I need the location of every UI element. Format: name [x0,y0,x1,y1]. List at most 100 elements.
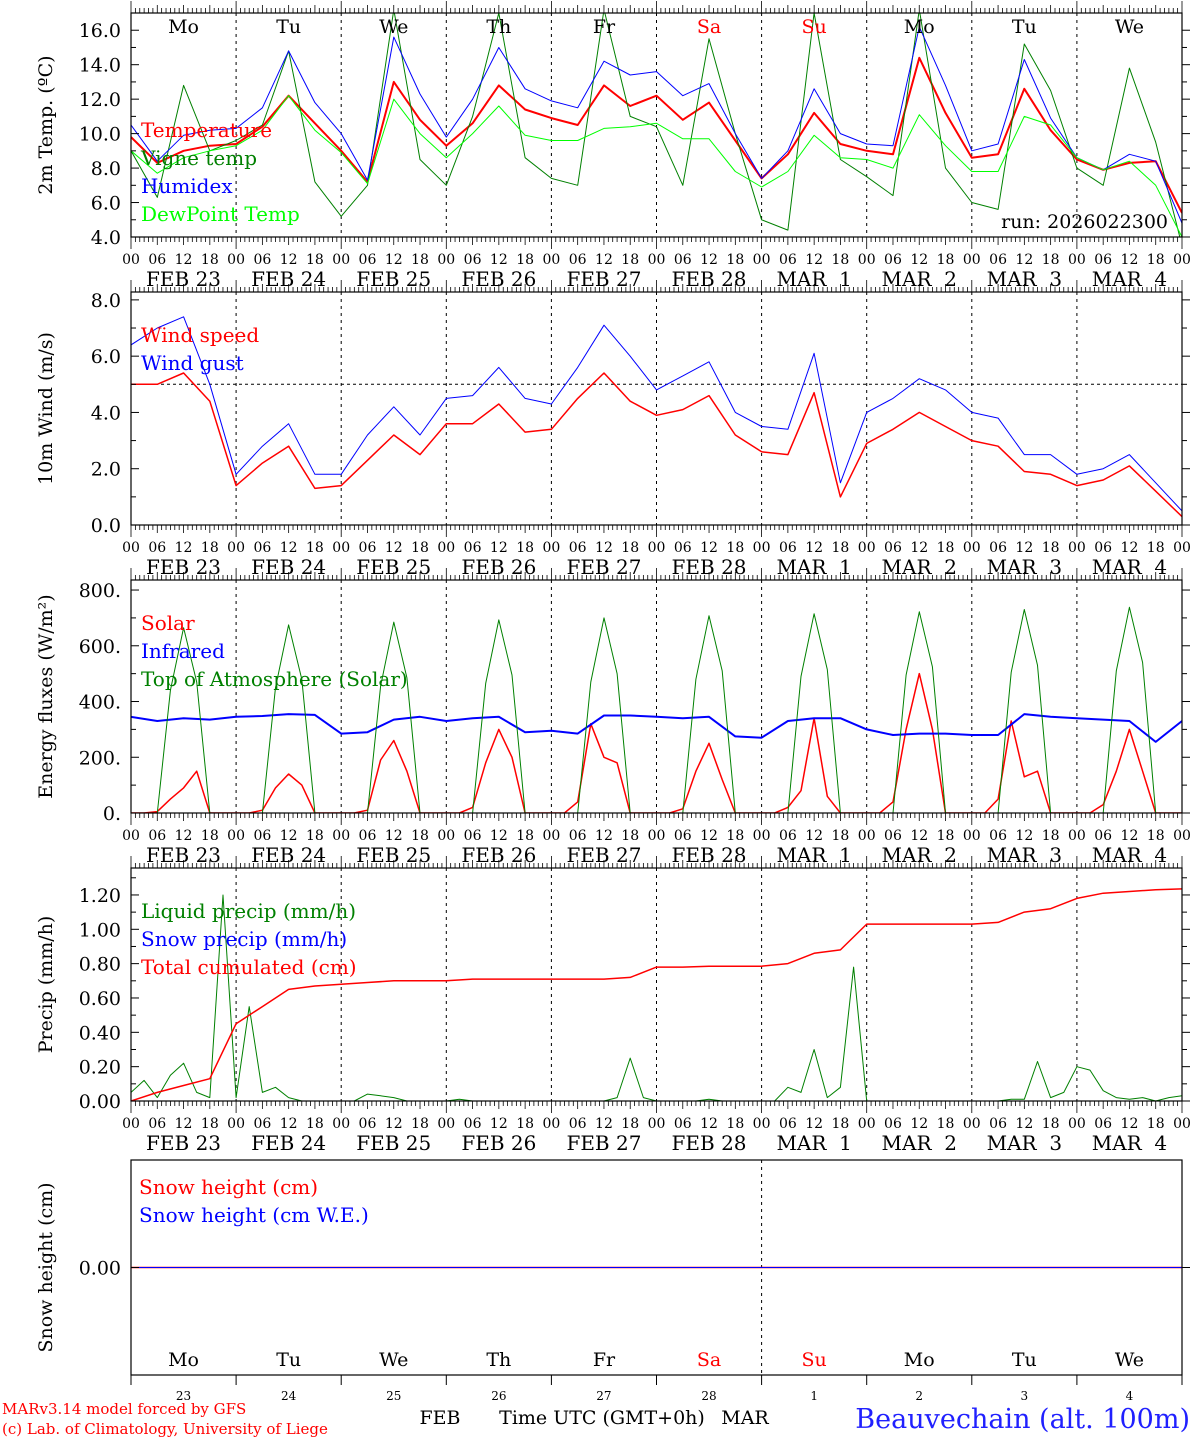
hour-label: 06 [674,540,692,556]
hour-label: 06 [779,252,797,268]
hour-label: 00 [542,1116,560,1132]
day-number: 23 [176,1389,191,1403]
hour-label: 00 [753,828,771,844]
weekday-label: Fr [593,16,616,38]
hour-label: 12 [910,1116,928,1132]
hour-label: 12 [805,252,823,268]
y-axis-label: Energy fluxes (W/m²) [35,594,57,798]
weekday-label: Fr [593,1349,616,1371]
hour-label: 06 [569,828,587,844]
hour-label: 06 [253,828,271,844]
date-label: FEB 24 [251,1131,326,1155]
hour-label: 00 [437,540,455,556]
hour-label: 06 [464,252,482,268]
hour-label: 18 [516,828,534,844]
hour-label: 06 [464,1116,482,1132]
series-wind-speed [131,372,1182,518]
day-number: 1 [810,1389,818,1403]
hour-label: 12 [385,828,403,844]
hour-label: 06 [989,1116,1007,1132]
day-number: 27 [596,1389,611,1403]
hour-label: 18 [726,1116,744,1132]
y-tick-label: 0.00 [79,1258,121,1280]
y-tick-label: 8.0 [91,158,121,180]
hour-label: 18 [306,1116,324,1132]
hour-label: 18 [201,828,219,844]
hour-label: 18 [1147,1116,1165,1132]
date-label: MAR 1 [776,1131,851,1155]
hour-label: 00 [1173,1116,1191,1132]
date-label: FEB 27 [566,1131,641,1155]
hour-label: 06 [989,828,1007,844]
hour-label: 12 [700,828,718,844]
hour-label: 06 [569,252,587,268]
y-tick-label: 0.20 [79,1057,121,1079]
hour-label: 06 [989,540,1007,556]
day-number: 28 [701,1389,716,1403]
hour-label: 12 [490,828,508,844]
hour-label: 00 [227,1116,245,1132]
month-label: MAR [721,1407,769,1429]
weekday-label: Mo [168,1349,199,1371]
hour-label: 06 [884,828,902,844]
hour-label: 06 [148,828,166,844]
hour-label: 06 [569,1116,587,1132]
y-tick-label: 0.0 [91,515,121,537]
hour-label: 12 [490,540,508,556]
panel-precip: Liquid precip (mm/h) Snow precip (mm/h) To… [35,856,1191,1155]
hour-label: 18 [937,828,955,844]
hour-label: 18 [306,252,324,268]
hour-label: 00 [858,540,876,556]
hour-label: 00 [227,252,245,268]
hour-label: 12 [385,252,403,268]
series-temperature [131,56,1182,214]
series-infrared [131,713,1182,743]
hour-label: 06 [779,828,797,844]
hour-label: 18 [411,1116,429,1132]
hour-label: 18 [621,1116,639,1132]
hour-label: 12 [490,1116,508,1132]
hour-label: 06 [884,252,902,268]
hour-label: 12 [385,1116,403,1132]
hour-label: 00 [332,828,350,844]
hour-label: 06 [359,540,377,556]
hour-label: 12 [700,252,718,268]
hour-label: 12 [175,252,193,268]
hour-label: 00 [963,828,981,844]
hour-label: 00 [648,540,666,556]
y-tick-label: 0.80 [79,954,121,976]
hour-label: 06 [464,540,482,556]
weekday-label: Sa [697,1349,721,1371]
hour-label: 18 [832,1116,850,1132]
hour-label: 06 [674,252,692,268]
legend-entry: Vigne temp [140,146,257,170]
hour-label: 06 [884,1116,902,1132]
hour-label: 06 [359,252,377,268]
legend-entry: Total cumulated (cm) [141,955,357,979]
hour-label: 06 [674,828,692,844]
hour-label: 12 [700,540,718,556]
hour-label: 00 [1068,540,1086,556]
weekday-label: Th [486,16,511,38]
hour-label: 06 [253,1116,271,1132]
day-number: 3 [1021,1389,1029,1403]
hour-label: 18 [1147,828,1165,844]
hour-label: 18 [1042,828,1060,844]
weekday-label: Mo [904,16,935,38]
y-tick-label: 400. [79,692,121,714]
y-axis-label: 2m Temp. (ºC) [35,55,57,194]
hour-label: 12 [1015,1116,1033,1132]
y-tick-label: 800. [79,580,121,602]
y-tick-label: 4.0 [91,402,121,424]
hour-label: 06 [1094,1116,1112,1132]
hour-label: 18 [1147,252,1165,268]
hour-label: 06 [1094,540,1112,556]
hour-label: 18 [201,540,219,556]
legend-entry: DewPoint Temp [141,202,300,226]
hour-label: 00 [963,252,981,268]
hour-label: 06 [674,1116,692,1132]
run-label: run: 2026022300 [1001,211,1168,233]
hour-label: 18 [516,540,534,556]
day-number: 4 [1126,1389,1134,1403]
panel-wind: Wind speed Wind gust 0.0 2.0 4.0 6.0 8.0 10m Wi… [35,280,1191,579]
